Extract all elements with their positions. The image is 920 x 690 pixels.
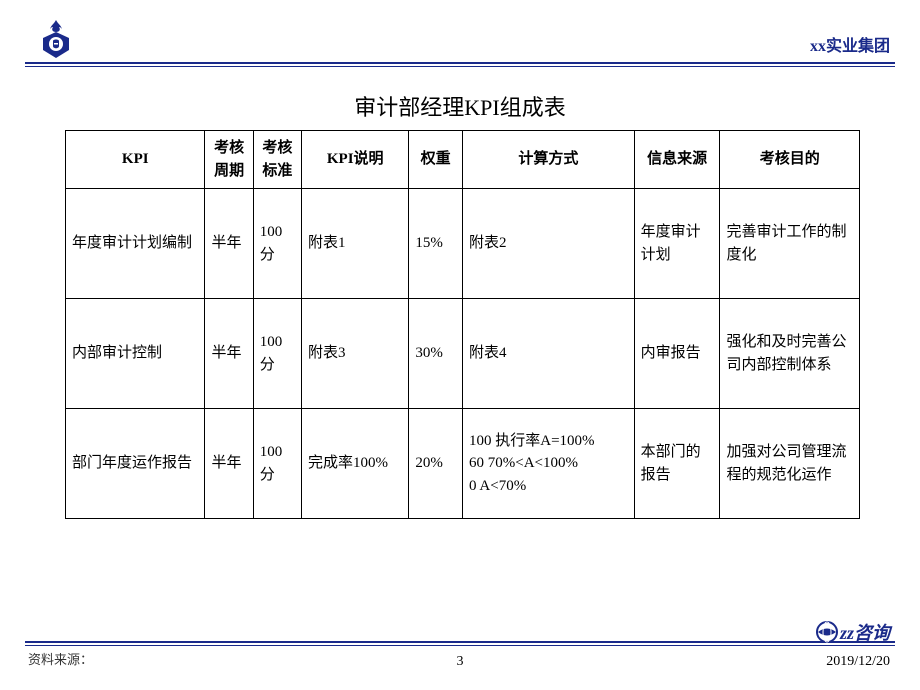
col-header: 考核标准 [253,131,301,189]
header-rule [25,62,895,67]
cell-standard: 100分 [253,299,301,409]
cell-cycle: 半年 [205,409,253,519]
table-row: 部门年度运作报告 半年 100分 完成率100% 20% 100 执行率A=10… [66,409,860,519]
cell-source: 内审报告 [634,299,720,409]
footer-date: 2019/12/20 [826,654,890,670]
cell-desc: 完成率100% [302,409,409,519]
cell-kpi: 部门年度运作报告 [66,409,205,519]
cell-desc: 附表3 [302,299,409,409]
col-header: KPI说明 [302,131,409,189]
col-header: 信息来源 [634,131,720,189]
kpi-table: KPI 考核周期 考核标准 KPI说明 权重 计算方式 信息来源 考核目的 年度… [65,130,860,519]
cell-source: 年度审计计划 [634,189,720,299]
cell-kpi: 内部审计控制 [66,299,205,409]
col-header: 权重 [409,131,463,189]
cell-goal: 强化和及时完善公司内部控制体系 [720,299,860,409]
col-header: 考核周期 [205,131,253,189]
cell-calc: 100 执行率A=100% 60 70%<A<100% 0 A<70% [462,409,634,519]
company-logo [35,18,77,60]
cell-goal: 完善审计工作的制度化 [720,189,860,299]
globe-icon [816,621,838,643]
cell-weight: 15% [409,189,463,299]
cell-kpi: 年度审计计划编制 [66,189,205,299]
consult-brand: zz咨询 [816,619,890,645]
cell-calc: 附表2 [462,189,634,299]
col-header: 计算方式 [462,131,634,189]
cell-weight: 20% [409,409,463,519]
consult-brand-text: zz咨询 [840,619,890,645]
page-number: 3 [0,654,920,670]
cell-calc: 附表4 [462,299,634,409]
footer-rule [25,641,895,646]
table-row: 内部审计控制 半年 100分 附表3 30% 附表4 内审报告 强化和及时完善公… [66,299,860,409]
cell-standard: 100分 [253,409,301,519]
table-header-row: KPI 考核周期 考核标准 KPI说明 权重 计算方式 信息来源 考核目的 [66,131,860,189]
slide: xx实业集团 审计部经理KPI组成表 KPI 考核周期 考核标准 KPI说明 权… [0,0,920,690]
cell-cycle: 半年 [205,299,253,409]
cell-cycle: 半年 [205,189,253,299]
cell-weight: 30% [409,299,463,409]
col-header: KPI [66,131,205,189]
cell-desc: 附表1 [302,189,409,299]
cell-standard: 100分 [253,189,301,299]
cell-goal: 加强对公司管理流程的规范化运作 [720,409,860,519]
table-row: 年度审计计划编制 半年 100分 附表1 15% 附表2 年度审计计划 完善审计… [66,189,860,299]
col-header: 考核目的 [720,131,860,189]
cell-source: 本部门的报告 [634,409,720,519]
slide-title: 审计部经理KPI组成表 [0,90,920,122]
company-name: xx实业集团 [810,32,890,56]
